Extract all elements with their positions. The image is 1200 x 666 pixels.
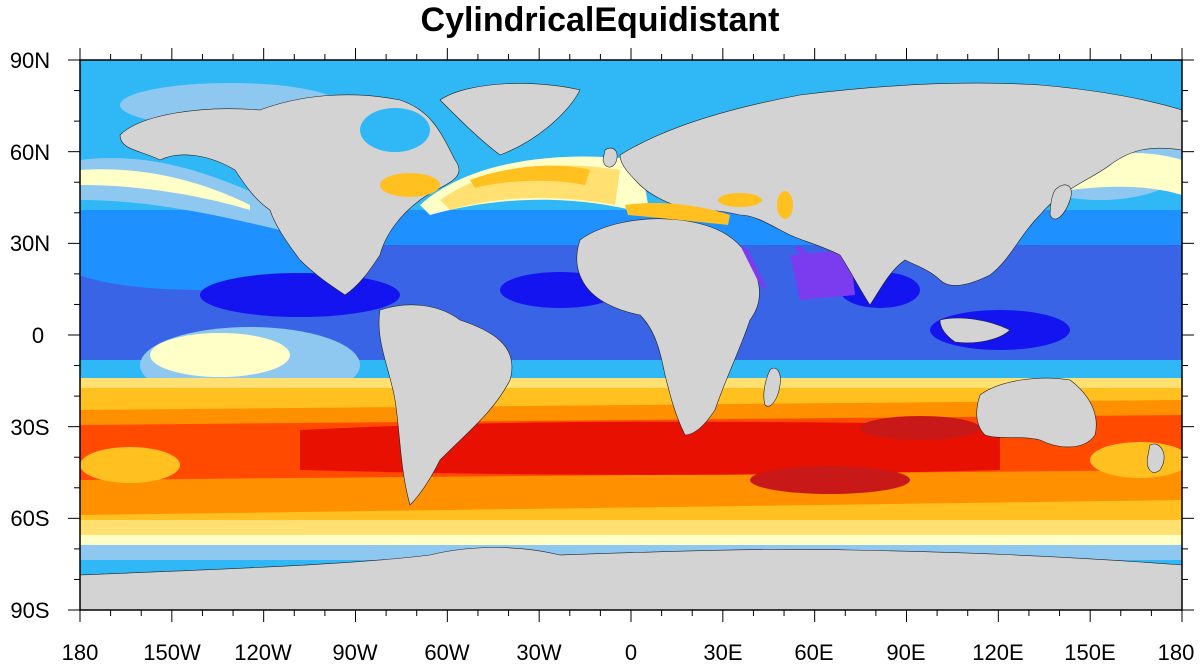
lon-label-120w: 120W [234,640,292,665]
south-america [378,304,513,506]
sw-pacific-gold-patch [1090,442,1182,478]
lat-label-0: 0 [32,323,44,348]
south-yellow-band [80,520,1182,535]
lon-label-180w: 180 [62,640,99,665]
lon-label-150e: 150E [1064,640,1115,665]
antarctica [80,547,1182,610]
new-zealand [1146,443,1165,473]
southern-yellow-edge [80,378,1182,388]
lon-label-30e: 30E [703,640,742,665]
persian-gulf [795,245,816,265]
south-indian-dark-red [750,466,910,494]
longitude-labels: 180 150W 120W 90W 60W 30W 0 30E 60E 90E … [62,640,1195,665]
southern-red-belt [300,421,1000,475]
lon-label-90e: 90E [886,640,925,665]
eurasia [619,82,1182,306]
lat-label-60s: 60S [10,506,49,531]
greenland [439,83,581,156]
lat-label-30n: 30N [10,231,50,256]
north-pacific-pale-band [80,169,250,210]
africa [576,218,760,436]
madagascar [763,367,781,407]
lon-label-60w: 60W [424,640,469,665]
lon-label-120e: 120E [972,640,1023,665]
lon-label-90w: 90W [332,640,377,665]
caspian-sea [777,191,793,219]
lon-label-60e: 60E [794,640,833,665]
sst-contour-field [80,60,1182,610]
lon-label-30w: 30W [516,640,561,665]
lat-label-30s: 30S [10,415,49,440]
south-pale-band [80,535,1182,545]
arabian-sea-violet [790,250,855,300]
black-sea [718,193,762,207]
british-isles [602,147,618,168]
hudson-bay [360,108,430,152]
north-atlantic-gold [470,165,590,188]
lat-label-90n: 90N [10,48,50,73]
latitude-labels: 90N 60N 30N 0 30S 60S 90S [10,48,50,623]
map-title: CylindricalEquidistant [420,1,780,39]
australia [976,377,1097,448]
lat-label-60n: 60N [10,140,50,165]
lon-label-180e: 180 [1158,640,1195,665]
south-pacific-gold-patch [80,447,180,483]
lat-label-90s: 90S [10,598,49,623]
mediterranean-sea [625,203,730,225]
red-sea [740,245,768,290]
lon-label-0: 0 [625,640,637,665]
japan [1049,184,1072,220]
axis-ticks [68,48,1194,622]
lon-label-150w: 150W [143,640,201,665]
south-australia-dark-red [860,416,980,440]
great-lakes [380,173,440,197]
indonesia-islands [939,317,1011,344]
se-pacific-pale [150,333,290,377]
eastern-pacific-deep [200,273,400,317]
